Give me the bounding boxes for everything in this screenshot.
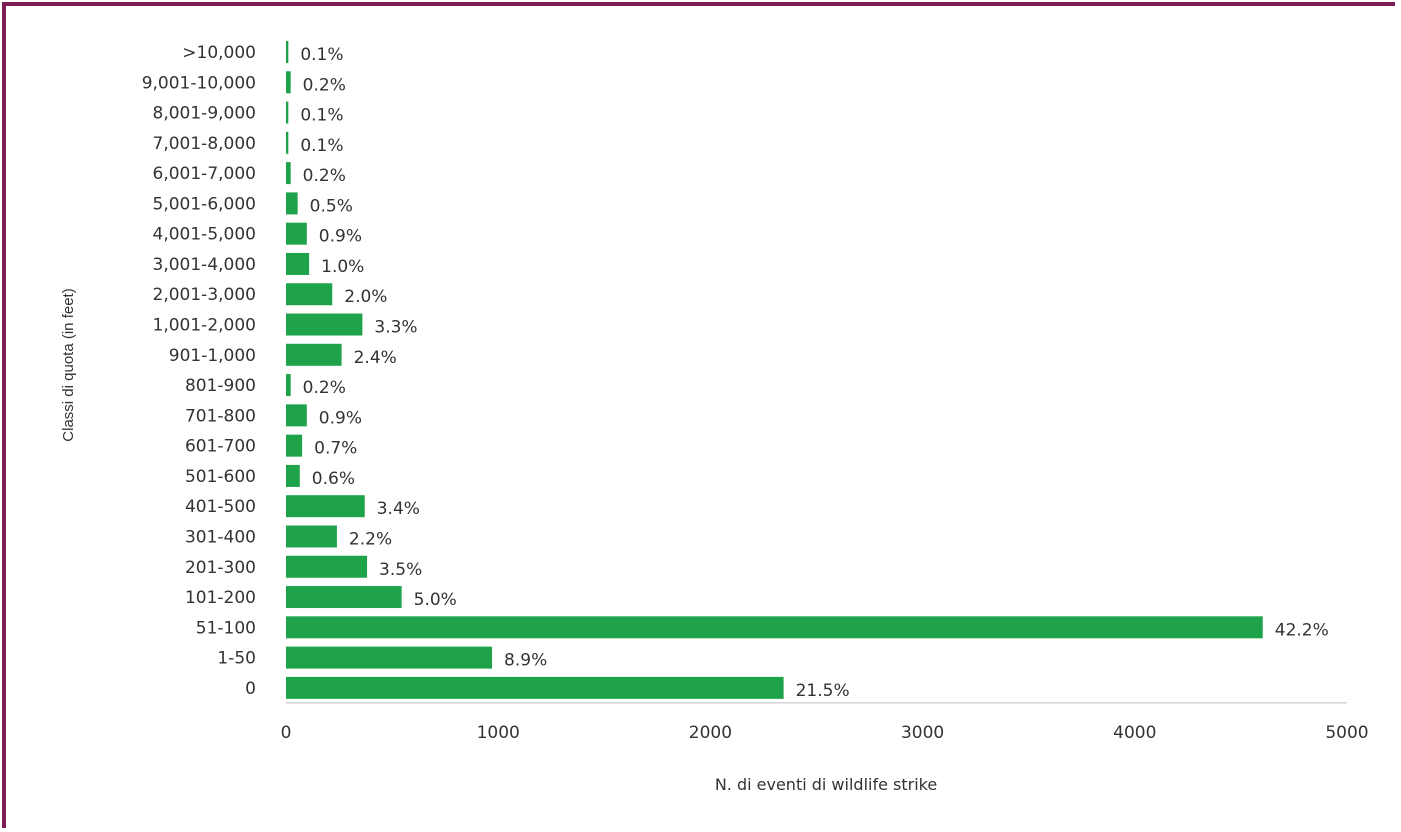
data-label: 0.1% (300, 45, 343, 65)
data-label: 0.2% (303, 166, 346, 186)
data-label: 2.0% (344, 287, 387, 307)
category-label: 9,001-10,000 (142, 73, 256, 93)
bar (286, 464, 300, 487)
category-label: >10,000 (182, 43, 256, 63)
data-label: 21.5% (796, 681, 850, 701)
data-label: 8.9% (504, 651, 547, 671)
category-label: 201-300 (185, 558, 256, 578)
category-label: 2,001-3,000 (153, 285, 256, 305)
data-label: 42.2% (1275, 620, 1329, 640)
bar (286, 404, 307, 427)
x-tick-label: 1000 (477, 723, 520, 743)
data-label: 5.0% (414, 590, 457, 610)
bar (286, 434, 303, 457)
x-tick-label: 4000 (1113, 723, 1156, 743)
bar (286, 616, 1263, 639)
bar (286, 252, 310, 275)
data-label: 0.5% (310, 196, 353, 216)
x-tick-label: 0 (281, 723, 292, 743)
category-label: 901-1,000 (169, 346, 256, 366)
bar (286, 313, 363, 336)
category-label: 1-50 (217, 649, 256, 669)
category-label: 6,001-7,000 (153, 164, 256, 184)
data-label: 0.1% (300, 136, 343, 156)
bars-layer (286, 41, 1263, 699)
category-label: 7,001-8,000 (153, 134, 256, 154)
data-label: 1.0% (321, 257, 364, 277)
category-label: 801-900 (185, 376, 256, 396)
bar (286, 283, 333, 306)
data-label: 0.1% (300, 106, 343, 126)
data-label: 0.6% (312, 469, 355, 489)
data-label: 2.2% (349, 529, 392, 549)
y-axis-title: Classi di quota (in feet) (60, 288, 77, 441)
category-label: 501-600 (185, 467, 256, 487)
category-label: 1,001-2,000 (153, 316, 256, 336)
category-label: 51-100 (196, 618, 256, 638)
data-label: 2.4% (354, 348, 397, 368)
data-label: 0.2% (303, 75, 346, 95)
bar (286, 343, 342, 366)
data-label: 0.9% (319, 227, 362, 247)
data-label: 0.2% (303, 378, 346, 398)
category-label: 0 (245, 679, 256, 699)
bar (286, 374, 291, 397)
x-axis-title: N. di eventi di wildlife strike (715, 775, 937, 794)
category-label: 401-500 (185, 497, 256, 517)
bar (286, 586, 402, 609)
bar (286, 525, 337, 548)
category-label: 601-700 (185, 437, 256, 457)
x-tick-label: 3000 (901, 723, 944, 743)
bar (286, 676, 784, 699)
category-label: 8,001-9,000 (153, 104, 256, 124)
category-labels: >10,000 9,001-10,000 8,001-9,000 7,001-8,00… (142, 43, 256, 699)
bar (286, 41, 289, 63)
category-label: 5,001-6,000 (153, 194, 256, 214)
category-label: 701-800 (185, 406, 256, 426)
bar (286, 222, 307, 245)
category-label: 101-200 (185, 588, 256, 608)
data-label: 0.7% (314, 439, 357, 459)
category-label: 4,001-5,000 (153, 225, 256, 245)
x-tick-label: 2000 (689, 723, 732, 743)
bar (286, 101, 289, 124)
bar (286, 162, 291, 185)
bar (286, 131, 289, 154)
data-label: 3.5% (379, 560, 422, 580)
value-labels: 0.1% 0.2% 0.1% 0.1% 0.2% 0.5% 0.9% 1.0% 2.0% 3.3%… (300, 45, 1328, 701)
bar (286, 646, 493, 669)
data-label: 0.9% (319, 408, 362, 428)
bar (286, 495, 365, 518)
category-label: 301-400 (185, 527, 256, 547)
bar (286, 71, 291, 94)
bar (286, 555, 368, 578)
data-label: 3.3% (374, 318, 417, 338)
x-tick-label: 5000 (1325, 723, 1368, 743)
x-tick-labels: 0 1000 2000 3000 4000 5000 (281, 723, 1369, 743)
bar (286, 192, 298, 215)
data-label: 3.4% (377, 499, 420, 519)
category-label: 3,001-4,000 (153, 255, 256, 275)
